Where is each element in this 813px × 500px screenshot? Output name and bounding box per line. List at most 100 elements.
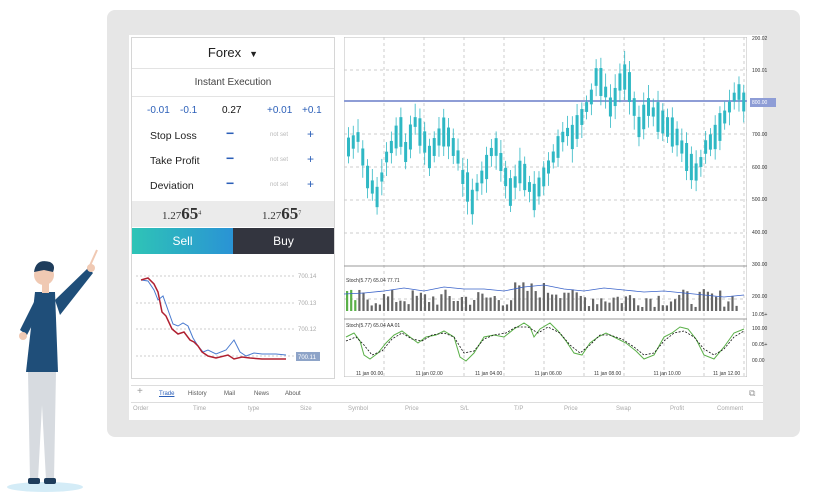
histogram-bar [653,306,656,311]
histogram-bar [624,296,627,311]
stop-loss-row: Stop Loss − not set + [132,124,334,148]
candle-body [513,176,517,188]
restore-window-icon[interactable]: ⧉ [749,388,756,398]
deviation-plus-button[interactable]: + [307,177,315,191]
histogram-bar [358,289,361,311]
histogram-bar [505,304,509,311]
histogram-bar [423,294,427,311]
deviation-value[interactable]: not set [270,182,289,188]
candle-body [523,163,527,191]
col-profit: Profit [670,406,685,412]
stop-loss-value[interactable]: not set [270,132,289,138]
take-profit-value[interactable]: not set [270,157,289,163]
indicator-label-1: Stoch(5.77) 65.04 77.71 [346,278,400,284]
stop-loss-plus-button[interactable]: + [307,127,315,141]
candle-body [547,160,550,174]
histogram-bar [526,290,529,311]
lot-increase-small-button[interactable]: +0.01 [267,105,293,116]
take-profit-label: Take Profit [150,155,200,167]
sell-button[interactable]: Sell [132,228,233,254]
tab-trade[interactable]: Trade [159,391,175,397]
lot-size-value[interactable]: 0.27 [222,105,242,116]
mini-chart-red-line [140,277,286,360]
histogram-bar [497,300,500,311]
tab-mail[interactable]: Mail [224,391,236,397]
mini-current-value: 700.11 [298,355,317,361]
histogram-bar [735,305,738,311]
histogram-bar [563,292,566,311]
time-label: 11 jan 12.00 [713,371,740,377]
take-profit-minus-button[interactable]: − [226,150,235,166]
histogram-bar [469,304,472,311]
candle-body [456,150,460,164]
candle-body [527,182,531,192]
stop-loss-minus-button[interactable]: − [226,125,235,141]
price-label: 10.05+ [752,312,768,318]
histogram-bar [694,306,697,311]
histogram-bar [399,300,402,311]
tab-about[interactable]: About [285,391,301,397]
price-level-badge [750,98,776,107]
candle-body [594,68,598,86]
candle-body [608,97,612,117]
histogram-bar [464,296,468,311]
tab-news[interactable]: News [254,391,270,397]
candle-body [347,137,350,157]
price-label: 100.00 [752,326,768,332]
mini-chart: 700.14 700.13 700.12 700.11 [136,274,320,361]
lot-decrease-small-button[interactable]: -0.01 [147,105,170,116]
candle-body [632,98,636,116]
candle-body [413,117,417,127]
deviation-minus-button[interactable]: − [226,175,235,191]
lot-increase-large-button[interactable]: +0.1 [302,105,322,116]
histogram-bar [411,290,414,311]
col-symbol: Symbol [348,406,369,412]
add-tab-icon[interactable]: + [137,386,143,397]
histogram-bar [448,296,451,311]
col-comment: Comment [717,406,744,412]
histogram-bar [489,297,492,311]
candle-body [394,125,398,149]
execution-mode[interactable]: Instant Execution [132,69,334,97]
candle-body [504,167,508,187]
order-panel: Forex ▼ Instant Execution -0.01 -0.1 0.27… [131,37,335,379]
chevron-down-icon: ▼ [249,49,259,59]
lot-size-row: -0.01 -0.1 0.27 +0.01 +0.1 [132,100,334,122]
candle-body [742,92,746,112]
sell-price-big: 65 [181,204,199,223]
histogram-bar [456,300,459,311]
histogram-bar [715,296,718,311]
histogram-bar [444,289,447,311]
histogram-bar [555,294,558,311]
candle-body [499,152,503,172]
candle-body [723,110,727,124]
candle-body [580,109,584,125]
lot-decrease-large-button[interactable]: -0.1 [180,105,198,116]
candle-body [508,178,512,206]
candle-body [489,147,493,157]
buy-button[interactable]: Buy [233,228,334,254]
take-profit-plus-button[interactable]: + [307,152,315,166]
candle-body [518,160,522,184]
histogram-bar [665,305,668,311]
symbol-selector[interactable]: Forex ▼ [132,38,334,69]
stochastic-blue-line [344,284,745,298]
histogram-bar [473,299,476,311]
candle-body [727,101,731,113]
histogram-bar [485,297,488,311]
price-chart[interactable]: Stoch(5.77) 65.04 77.71 Stoch(5.77) 65.0… [344,37,747,377]
terminal-tabs: + Trade History Mail News About ⧉ [131,385,763,403]
histogram-bar [493,296,496,311]
histogram-bar [575,292,578,311]
candle-body [466,172,470,202]
col-size: Size [300,406,312,412]
histogram-bar [616,296,619,311]
time-label: 11 jan 00.00 [356,371,383,377]
tab-history[interactable]: History [188,391,207,397]
histogram-bar [370,305,373,311]
histogram-bar [702,289,705,311]
candle-body [661,110,665,134]
histogram-bar [542,283,545,311]
histogram-bar [403,301,406,311]
histogram-bar [362,292,365,311]
